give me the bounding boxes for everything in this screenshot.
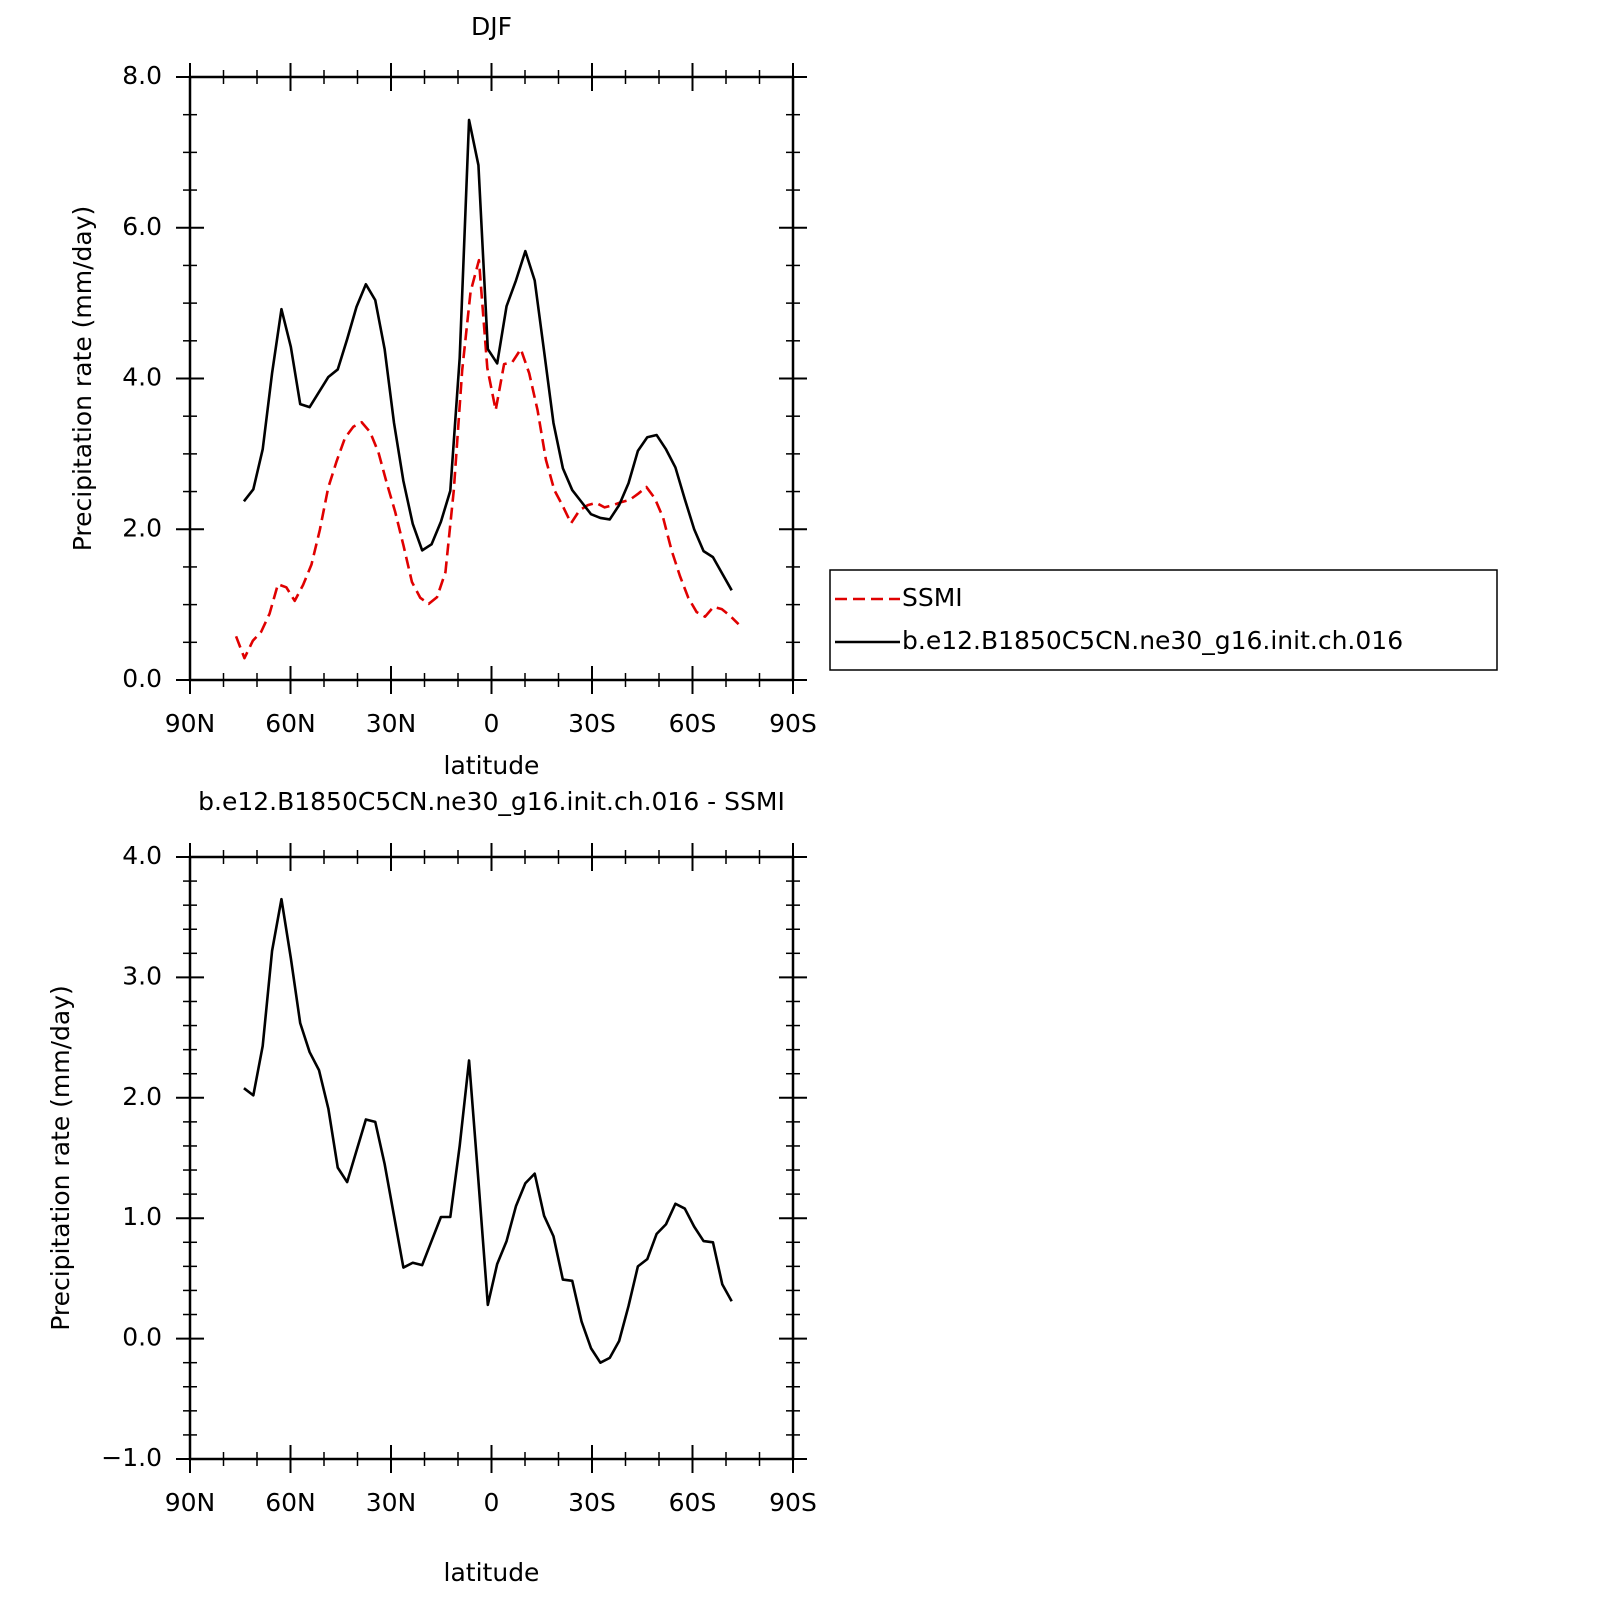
- data-line: [243, 897, 733, 1364]
- y-tick-label: 0.0: [122, 1323, 162, 1352]
- x-tick-label: 60N: [265, 1488, 316, 1517]
- data-line: [234, 258, 740, 660]
- legend-label: SSMI: [902, 583, 963, 612]
- y-tick-label: 2.0: [122, 513, 162, 542]
- y-tick-label: 4.0: [122, 841, 162, 870]
- y-tick-label: 4.0: [122, 363, 162, 392]
- x-tick-label: 90S: [769, 1488, 817, 1517]
- x-tick-label: 90N: [165, 1488, 216, 1517]
- chart-title: b.e12.B1850C5CN.ne30_g16.init.ch.016 - S…: [198, 787, 785, 816]
- y-tick-label: 2.0: [122, 1082, 162, 1111]
- x-tick-label: 60N: [265, 709, 316, 738]
- y-tick-label: 1.0: [122, 1202, 162, 1231]
- legend-box: [829, 569, 1498, 671]
- x-tick-label: 30N: [366, 709, 417, 738]
- plot-frame: [188, 75, 795, 682]
- plot-frame: [188, 855, 795, 1461]
- y-tick-label: −1.0: [101, 1443, 162, 1472]
- x-tick-label: 0: [484, 709, 500, 738]
- x-axis-label: latitude: [444, 751, 540, 780]
- y-tick-label: 8.0: [122, 61, 162, 90]
- x-tick-label: 30S: [568, 1488, 616, 1517]
- x-tick-label: 90S: [769, 709, 817, 738]
- x-tick-label: 90N: [165, 709, 216, 738]
- x-tick-label: 60S: [669, 709, 717, 738]
- legend-label: b.e12.B1850C5CN.ne30_g16.init.ch.016: [902, 626, 1403, 655]
- x-tick-label: 30N: [366, 1488, 417, 1517]
- chart-title: DJF: [471, 12, 512, 41]
- data-line: [242, 118, 733, 591]
- y-axis-label: Precipitation rate (mm/day): [68, 206, 97, 552]
- x-tick-label: 60S: [669, 1488, 717, 1517]
- y-tick-label: 6.0: [122, 212, 162, 241]
- x-tick-label: 0: [484, 1488, 500, 1517]
- y-tick-label: 0.0: [122, 664, 162, 693]
- x-axis-label: latitude: [444, 1558, 540, 1587]
- y-axis-label: Precipitation rate (mm/day): [46, 985, 75, 1331]
- y-tick-label: 3.0: [122, 961, 162, 990]
- x-tick-label: 30S: [568, 709, 616, 738]
